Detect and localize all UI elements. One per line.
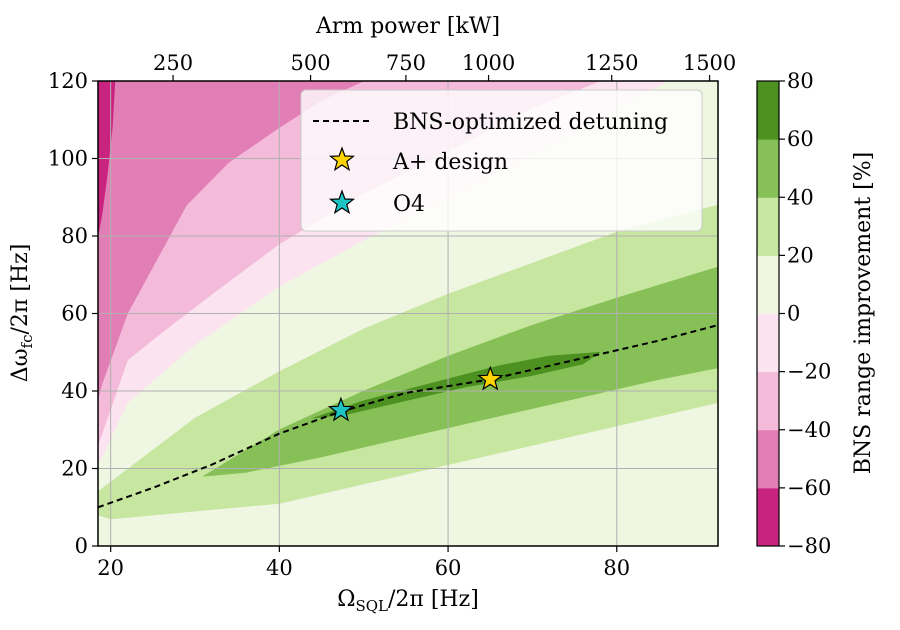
colorbar-tick-label: 60 — [787, 127, 814, 151]
bottom-x-axis: 20 40 60 80 — [97, 546, 630, 580]
y-axis-title: Δωfc/2π [Hz] — [8, 244, 36, 383]
x-tick-label: 20 — [97, 556, 124, 580]
colorbar-band — [757, 313, 779, 373]
contour-region — [98, 204, 718, 520]
legend-star-o4-icon — [328, 189, 356, 215]
colorbar-band — [757, 487, 779, 547]
x-tick-label: 80 — [603, 556, 630, 580]
legend-label-detuning: BNS-optimized detuning — [393, 110, 668, 135]
colorbar-band — [757, 255, 779, 314]
y-tick-label: 80 — [61, 224, 88, 248]
colorbar-tick-label: 80 — [787, 69, 814, 93]
legend-label-aplus: A+ design — [392, 150, 508, 175]
y-tick-label: 100 — [48, 147, 88, 171]
colorbar-tick-label: 0 — [787, 302, 800, 326]
star-icon — [328, 146, 356, 172]
top-axis-title: Arm power [kW] — [315, 14, 500, 39]
top-tick-label: 250 — [153, 51, 193, 75]
top-tick-label: 1250 — [585, 51, 638, 75]
top-x-axis: 250 500 750 1000 1250 1500 — [153, 51, 736, 81]
y-tick-label: 40 — [61, 379, 88, 403]
legend-star-aplus-icon — [328, 146, 356, 172]
colorbar: −80 −60 −40 −20 0 20 40 60 80 — [756, 69, 831, 558]
colorbar-tick-label: −80 — [787, 534, 831, 558]
top-tick-label: 750 — [386, 51, 426, 75]
y-tick-label: 0 — [75, 534, 88, 558]
x-axis-title: ΩSQL/2π [Hz] — [337, 587, 479, 615]
legend: BNS-optimized detuning A+ design O4 — [300, 89, 703, 232]
detuning-curve — [98, 324, 718, 509]
y-tick-label: 120 — [48, 69, 88, 93]
star-marker-o4 — [327, 396, 355, 422]
legend-label-o4: O4 — [393, 192, 425, 217]
colorbar-tick-label: 20 — [787, 243, 814, 267]
colorbar-band — [757, 197, 779, 256]
marker-layer — [327, 365, 504, 422]
colorbar-tick-label: −20 — [787, 360, 831, 384]
top-tick-label: 500 — [291, 51, 331, 75]
x-tick-label: 60 — [435, 556, 462, 580]
colorbar-tick-label: 40 — [787, 185, 814, 209]
contour-region — [203, 266, 718, 477]
detuning-curve-layer — [98, 324, 718, 509]
colorbar-band — [757, 371, 779, 431]
y-tick-label: 20 — [61, 457, 88, 481]
colorbar-tick-label: −60 — [787, 476, 831, 500]
colorbar-band — [757, 81, 779, 140]
colorbar-band — [757, 429, 779, 489]
x-tick-label: 40 — [266, 556, 293, 580]
y-axis-title-sub: fc — [18, 335, 36, 349]
colorbar-band — [757, 139, 779, 198]
colorbar-title: BNS range improvement [%] — [851, 152, 876, 475]
star-icon — [328, 189, 356, 215]
top-tick-label: 1000 — [462, 51, 515, 75]
top-tick-label: 1500 — [683, 51, 736, 75]
colorbar-tick-label: −40 — [787, 418, 831, 442]
y-tick-label: 60 — [61, 302, 88, 326]
x-axis-title-sub: SQL — [355, 597, 388, 615]
legend-box — [300, 89, 703, 232]
star-marker-adesign — [477, 365, 504, 391]
left-y-axis: 0 20 40 60 80 100 120 — [48, 69, 98, 558]
